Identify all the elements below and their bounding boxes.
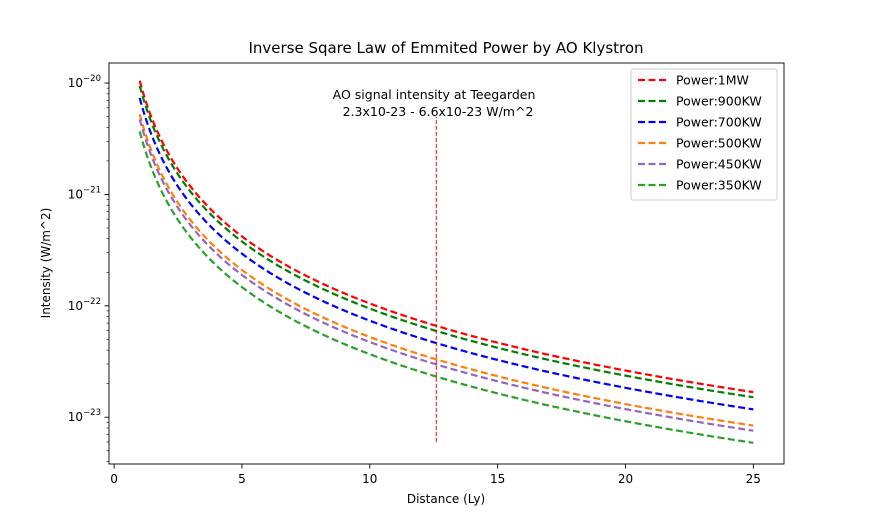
series-line-4 (138, 113, 754, 427)
annotation-line-2: 2.3x10-23 - 6.6x10-23 W/m^2 (343, 104, 534, 119)
legend-label: Power:1MW (676, 73, 749, 88)
x-tick-label: 25 (746, 472, 761, 486)
series-line-3 (138, 97, 754, 411)
series-lines (138, 80, 754, 444)
legend-label: Power:900KW (676, 94, 762, 109)
legend-label: Power:700KW (676, 115, 762, 130)
x-tick-label: 15 (490, 472, 505, 486)
series-line-2 (138, 85, 754, 399)
x-tick-label: 5 (238, 472, 246, 486)
legend-label: Power:450KW (676, 157, 762, 172)
series-line-6 (138, 131, 754, 444)
y-tick-label: 10−22 (68, 297, 101, 313)
x-tick-label: 10 (362, 472, 377, 486)
legend: Power:1MW Power:900KW Power:700KW Power:500… (630, 68, 778, 201)
y-axis-label: Intensity (W/m^2) (39, 208, 53, 319)
y-tick-label: 10−21 (68, 185, 101, 201)
legend-label: Power:350KW (676, 178, 762, 193)
series-line-1 (138, 80, 754, 394)
legend-label: Power:500KW (676, 136, 762, 151)
x-axis-label: Distance (Ly) (407, 492, 485, 506)
annotation: AO signal intensity at Teegarden 2.3x10-… (333, 87, 536, 119)
plot-frame (108, 62, 785, 465)
y-tick-label: 10−20 (68, 74, 101, 90)
chart-title: Inverse Sqare Law of Emmited Power by AO… (248, 39, 643, 57)
x-tick-label: 20 (618, 472, 633, 486)
legend-box (630, 68, 778, 201)
y-axis-ticks: 10−20 10−21 10−22 10−23 (68, 74, 109, 462)
series-line-5 (138, 118, 754, 432)
x-tick-label: 0 (110, 472, 118, 486)
x-axis-ticks: 0 5 10 15 20 25 (110, 464, 761, 486)
annotation-line-1: AO signal intensity at Teegarden (333, 87, 536, 102)
y-tick-label: 10−23 (68, 408, 101, 424)
